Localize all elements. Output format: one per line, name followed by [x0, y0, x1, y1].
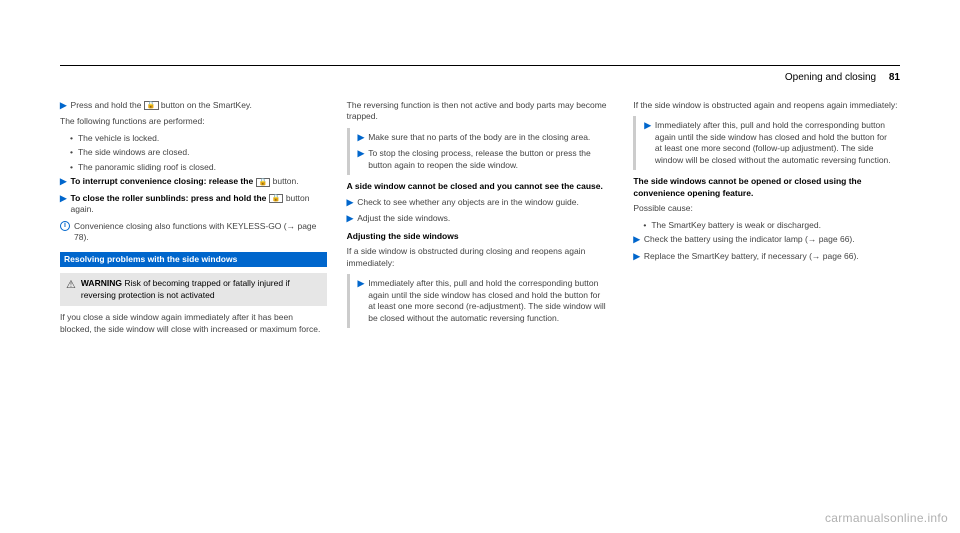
step: ▶ Immediately after this, pull and hold … [644, 120, 894, 166]
bold-subheading: Adjusting the side windows [347, 231, 614, 242]
manual-page: Opening and closing 81 ▶ Press and hold … [0, 0, 960, 533]
header-section: Opening and closing [785, 72, 876, 83]
step-text: Immediately after this, pull and hold th… [655, 120, 894, 166]
warning-text: WARNING Risk of becoming trapped or fata… [81, 278, 321, 301]
step: ▶ Check the battery using the indicator … [633, 234, 900, 245]
bullet-item: The side windows are closed. [60, 147, 327, 158]
step: ▶ Replace the SmartKey battery, if neces… [633, 251, 900, 262]
lock-button-icon: 🔒 [144, 101, 159, 110]
step: ▶ Make sure that no parts of the body ar… [358, 132, 608, 143]
step-arrow-icon: ▶ [60, 193, 67, 216]
paragraph: If the side window is obstructed again a… [633, 100, 900, 111]
step-text: Press and hold the 🔒 button on the Smart… [71, 100, 252, 111]
step-arrow-icon: ▶ [633, 251, 640, 262]
lock-button-icon: 🔒 [256, 178, 271, 187]
callout-box: ▶ Make sure that no parts of the body ar… [347, 128, 614, 175]
column-3: If the side window is obstructed again a… [633, 100, 900, 503]
column-1: ▶ Press and hold the 🔒 button on the Sma… [60, 100, 327, 503]
step-arrow-icon: ▶ [60, 100, 67, 111]
step: ▶ To stop the closing process, release t… [358, 148, 608, 171]
step-arrow-icon: ▶ [60, 176, 67, 187]
step-text: Make sure that no parts of the body are … [368, 132, 590, 143]
paragraph: If a side window is obstructed during cl… [347, 246, 614, 269]
info-icon: i [60, 221, 70, 231]
watermark-text: carmanualsonline.info [825, 511, 948, 525]
step-arrow-icon: ▶ [644, 120, 651, 166]
lock-button-icon: 🔒 [269, 194, 284, 203]
bullet-item: The vehicle is locked. [60, 133, 327, 144]
bold-heading: A side window cannot be closed and you c… [347, 181, 614, 192]
step-text: Adjust the side windows. [357, 213, 450, 224]
step: ▶ To interrupt convenience closing: rele… [60, 176, 327, 187]
step-text: To stop the closing process, release the… [368, 148, 607, 171]
bullet-item: The panoramic sliding roof is closed. [60, 162, 327, 173]
warning-triangle-icon: ⚠ [66, 278, 76, 301]
step: ▶ Check to see whether any objects are i… [347, 197, 614, 208]
step-text: Check to see whether any objects are in … [357, 197, 579, 208]
paragraph: The following functions are performed: [60, 116, 327, 127]
column-2: The reversing function is then not activ… [347, 100, 614, 503]
paragraph: The reversing function is then not activ… [347, 100, 614, 123]
step-text: Replace the SmartKey battery, if necessa… [644, 251, 859, 262]
header-pagenum: 81 [889, 72, 900, 83]
header-rule [60, 65, 900, 66]
warning-box: ⚠ WARNING Risk of becoming trapped or fa… [60, 273, 327, 306]
bullet-item: The SmartKey battery is weak or discharg… [633, 220, 900, 231]
step-text: Check the battery using the indicator la… [644, 234, 855, 245]
callout-box: ▶ Immediately after this, pull and hold … [347, 274, 614, 328]
step-arrow-icon: ▶ [347, 197, 354, 208]
content-columns: ▶ Press and hold the 🔒 button on the Sma… [60, 100, 900, 503]
info-note: i Convenience closing also functions wit… [60, 221, 327, 244]
step: ▶ To close the roller sunblinds: press a… [60, 193, 327, 216]
step: ▶ Adjust the side windows. [347, 213, 614, 224]
step-arrow-icon: ▶ [358, 132, 365, 143]
section-subheading: Resolving problems with the side windows [60, 252, 327, 267]
paragraph: If you close a side window again immedia… [60, 312, 327, 335]
bold-heading: The side windows cannot be opened or clo… [633, 176, 900, 199]
step-text: To close the roller sunblinds: press and… [71, 193, 327, 216]
info-text: Convenience closing also functions with … [74, 221, 327, 244]
paragraph: Possible cause: [633, 203, 900, 214]
step-arrow-icon: ▶ [633, 234, 640, 245]
step: ▶ Press and hold the 🔒 button on the Sma… [60, 100, 327, 111]
step-arrow-icon: ▶ [358, 148, 365, 171]
step-arrow-icon: ▶ [358, 278, 365, 324]
callout-box: ▶ Immediately after this, pull and hold … [633, 116, 900, 170]
step-text: Immediately after this, pull and hold th… [368, 278, 607, 324]
step: ▶ Immediately after this, pull and hold … [358, 278, 608, 324]
header: Opening and closing 81 [785, 72, 900, 83]
step-arrow-icon: ▶ [347, 213, 354, 224]
step-text: To interrupt convenience closing: releas… [71, 176, 299, 187]
